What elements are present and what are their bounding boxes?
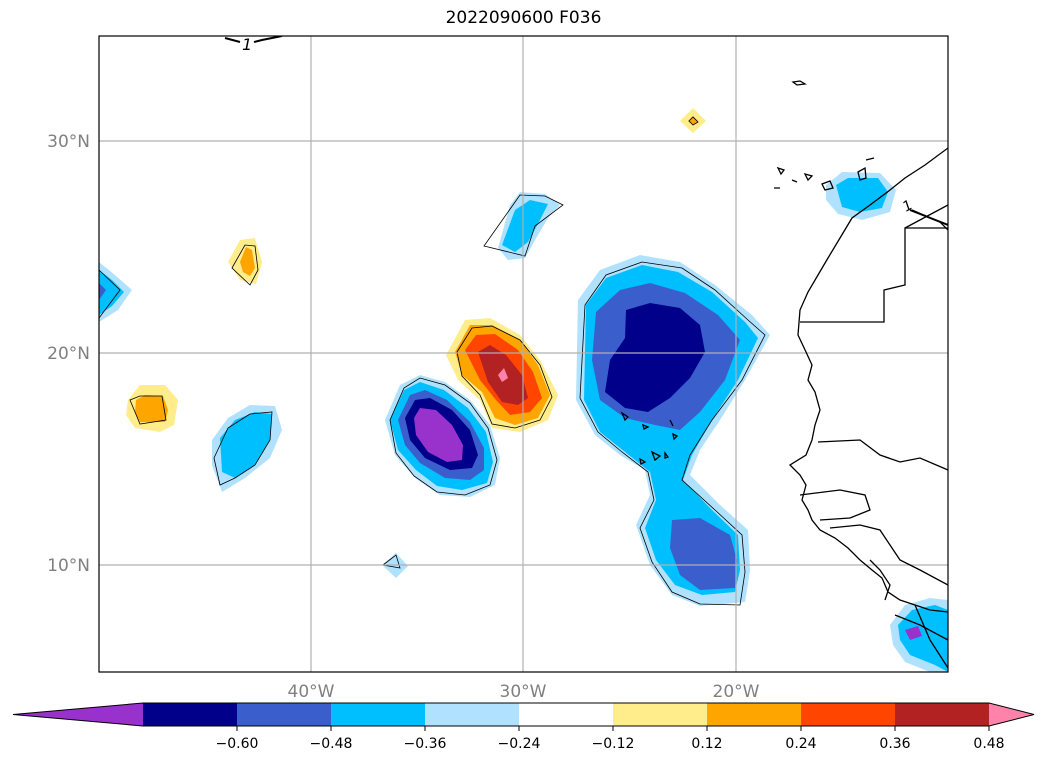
canary-islands <box>774 157 875 191</box>
colorbar-segment <box>801 703 896 726</box>
colorbar-tick-label: 0.24 <box>785 736 816 752</box>
lat-label-10n: 10°N <box>47 556 90 576</box>
colorbar-tick-label: 0.48 <box>973 736 1004 752</box>
map-title: 2022090600 F036 <box>445 8 602 28</box>
warm-region-west-core <box>135 395 168 422</box>
colorbar-tick-label: −0.12 <box>592 736 635 752</box>
colorbar-segment <box>895 703 990 726</box>
colorbar-segment <box>613 703 708 726</box>
colorbar-segment <box>331 703 426 726</box>
colorbar-segment <box>707 703 802 726</box>
warm-region-northwest-core <box>240 247 255 276</box>
lat-label-30n: 30°N <box>47 132 90 152</box>
anomaly-region-canaries-core <box>836 178 888 212</box>
cape-verde-islands <box>620 411 679 465</box>
contour-labels <box>224 36 948 226</box>
colorbar-extend-high <box>989 703 1034 726</box>
lat-axis-labels: 30°N 20°N 10°N <box>47 132 90 576</box>
colorbar-outline <box>12 702 1035 727</box>
anomaly-region-small-north-core <box>502 200 548 252</box>
coastlines <box>788 147 948 669</box>
lat-label-20n: 20°N <box>47 344 90 364</box>
anomaly-fields <box>99 108 948 672</box>
anomaly-region-cape-verde-peak <box>605 303 705 412</box>
gridlines <box>99 36 948 672</box>
colorbar-tick-label: 0.36 <box>879 736 910 752</box>
lon-label-30w: 30°W <box>500 682 547 702</box>
colorbar-segment <box>425 703 520 726</box>
colorbar-tick-label: −0.60 <box>216 736 259 752</box>
madeira-island <box>791 80 807 86</box>
colorbar-segment <box>143 703 238 726</box>
map-frame <box>98 35 949 673</box>
lon-label-40w: 40°W <box>288 682 335 702</box>
anomaly-region-edge-west-core <box>99 270 124 315</box>
anomaly-region-edge-west-peak <box>99 283 106 300</box>
anomaly-region-gulf-guinea-peak <box>905 626 922 640</box>
anomaly-region-west-core <box>220 412 272 478</box>
colorbar-extend-low <box>13 703 143 726</box>
contour-label-2: 1 <box>900 197 916 215</box>
contour-label-1: 1 <box>242 35 252 54</box>
lon-axis-labels: 40°W 30°W 20°W <box>288 682 760 702</box>
colorbar-tick-label: −0.48 <box>310 736 353 752</box>
lon-label-20w: 20°W <box>713 682 760 702</box>
contour-lines <box>99 116 766 606</box>
colorbar-tick-label: −0.36 <box>404 736 447 752</box>
islands <box>620 80 875 465</box>
anomaly-region-cape-verde-south-core <box>670 518 737 590</box>
colorbar-tick-label: −0.24 <box>498 736 541 752</box>
colorbar: −0.60 −0.48 −0.36 −0.24 −0.12 0.12 0.24 0.36 0.4… <box>12 702 1035 752</box>
colorbar-segment <box>519 703 614 726</box>
colorbar-tick-label: 0.12 <box>691 736 722 752</box>
colorbar-segment <box>237 703 332 726</box>
anomaly-region-central-peak <box>414 408 463 462</box>
warm-region-peak <box>498 368 508 382</box>
map-area: 1 1 <box>99 35 948 672</box>
